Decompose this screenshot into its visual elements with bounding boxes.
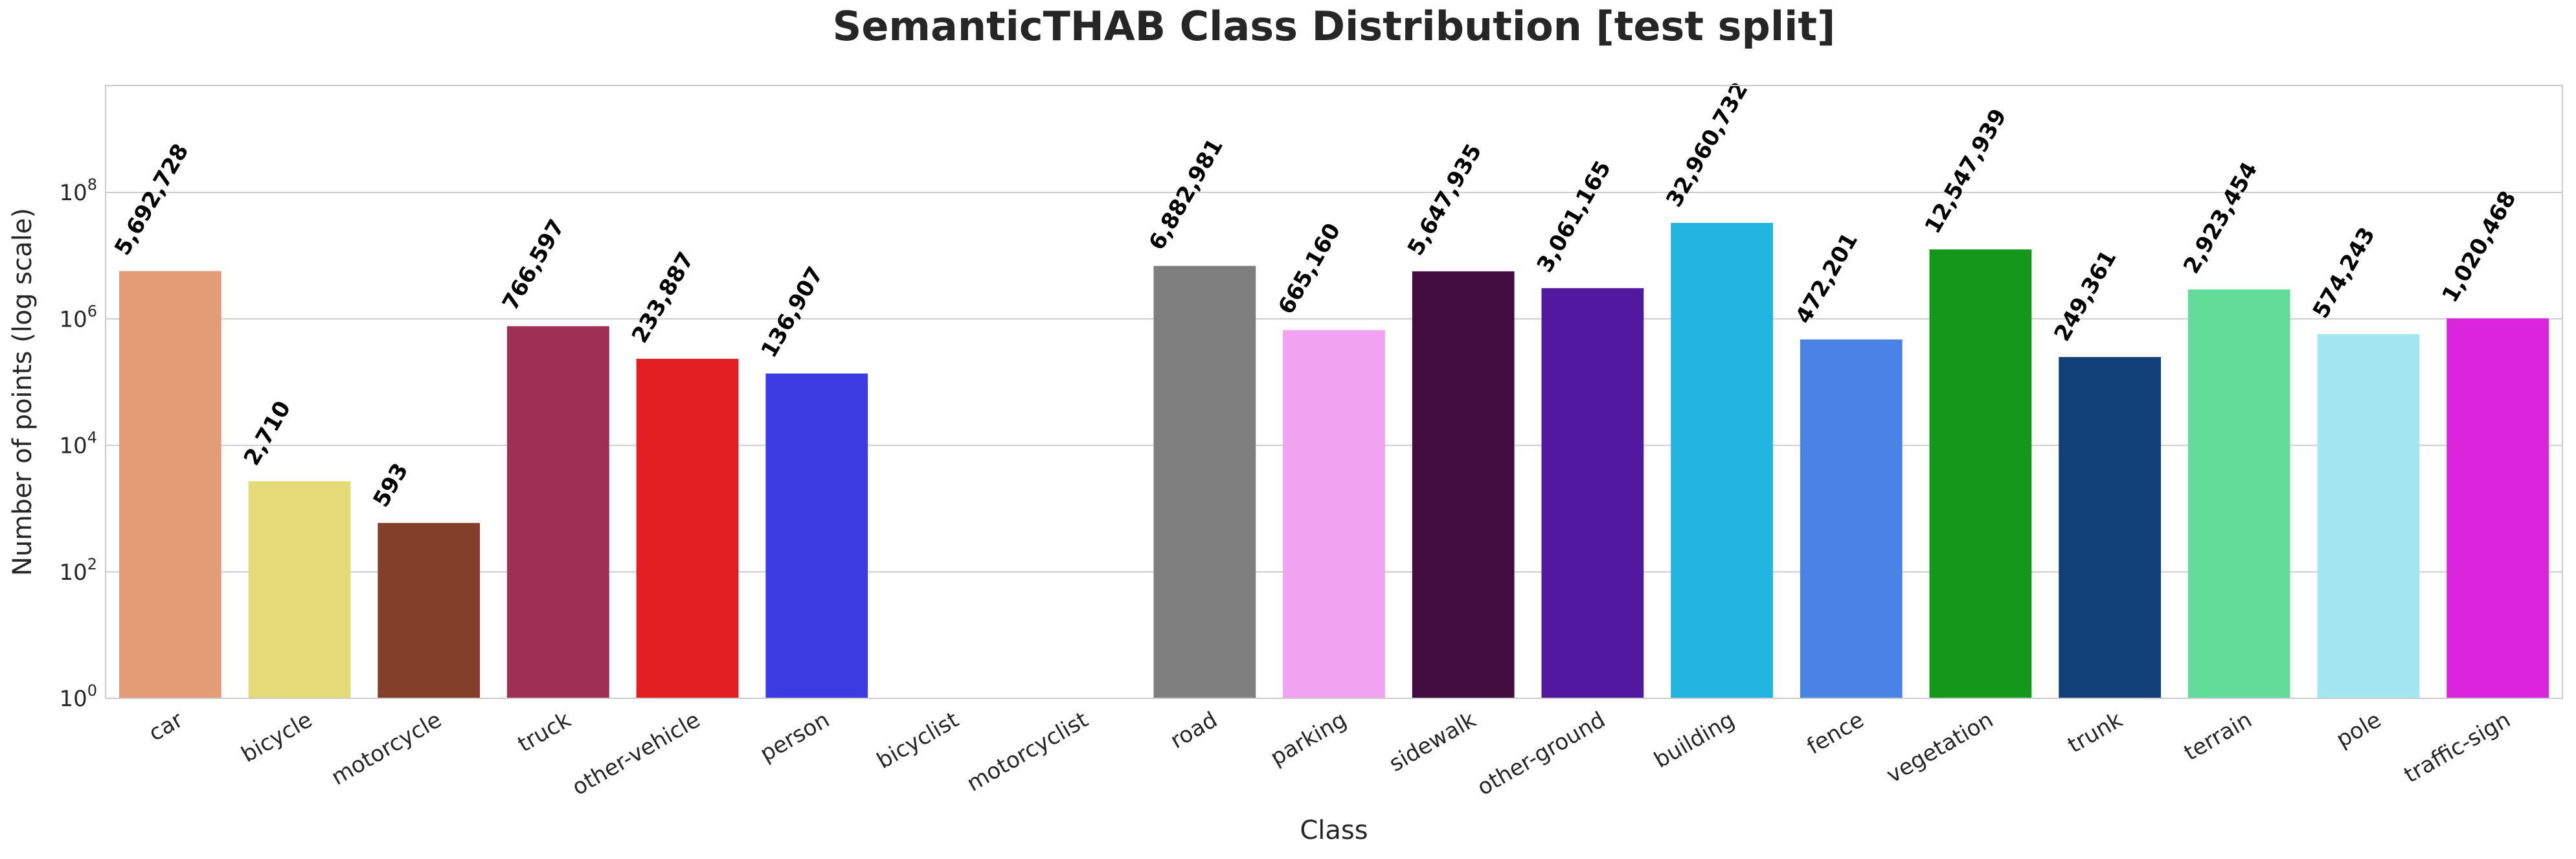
x-tick-label-pole: pole [2332,707,2386,753]
value-label-bicycle: 2,710 [239,396,296,470]
bar-motorcycle [378,523,480,698]
x-tick-label-bicyclist: bicyclist [873,707,964,774]
bar-car [119,271,221,698]
x-tick-label-truck: truck [514,707,576,757]
value-label-motorcycle: 593 [368,459,413,511]
x-tick-label-other-vehicle: other-vehicle [568,707,705,801]
bars [119,223,2549,699]
bar-trunk [2059,357,2161,698]
bar-building [1671,223,1773,699]
bar-fence [1800,339,1903,698]
value-label-terrain: 2,923,454 [2178,157,2263,278]
x-tick-label-fence: fence [1803,707,1868,760]
y-tick-label: 108 [59,176,97,206]
value-label-car: 5,692,728 [109,139,194,260]
bar-sidewalk [1412,271,1515,698]
x-tick-label-terrain: terrain [2180,707,2256,766]
bar-other-vehicle [636,358,739,698]
x-tick-label-sidewalk: sidewalk [1384,707,1480,777]
y-tick-labels: 100 102 104 106 108 [59,176,97,712]
x-tick-label-motorcyclist: motorcyclist [962,707,1092,797]
bar-person [765,373,868,698]
x-tick-label-building: building [1650,707,1739,773]
bar-other-ground [1541,288,1644,698]
value-label-other-ground: 3,061,165 [1532,157,1616,277]
value-label-building: 32,960,732 [1661,78,1753,211]
bar-truck [507,326,609,698]
y-tick-label: 106 [59,302,97,332]
x-axis-label: Class [1300,816,1368,845]
bar-bicycle [248,481,351,698]
x-tick-label-traffic-sign: traffic-sign [2400,707,2515,788]
bar-vegetation [1929,249,2032,699]
x-tick-label-bicycle: bicycle [237,707,317,768]
value-label-traffic-sign: 1,020,468 [2437,187,2521,307]
x-tick-label-road: road [1166,707,1222,754]
x-tick-label-parking: parking [1266,707,1351,771]
x-tick-label-car: car [144,707,187,746]
value-label-fence: 472,201 [1791,228,1863,328]
x-tick-label-motorcycle: motorcycle [327,707,446,790]
plot-frame [105,85,2563,699]
bar-pole [2317,334,2420,698]
bar-terrain [2187,289,2290,699]
chart-title: SemanticTHAB Class Distribution [test sp… [833,3,1836,50]
value-label-other-vehicle: 233,887 [627,247,699,347]
value-label-truck: 766,597 [497,215,570,315]
y-tick-label: 104 [59,429,97,459]
value-label-sidewalk: 5,647,935 [1403,140,1487,260]
bar-parking [1283,330,1385,698]
value-label-person: 136,907 [756,262,829,362]
bar-road [1153,266,1256,699]
value-label-pole: 574,243 [2308,223,2380,323]
value-label-trunk: 249,361 [2049,246,2121,346]
x-tick-label-vegetation: vegetation [1882,707,1998,788]
x-tick-label-trunk: trunk [2064,707,2127,759]
value-label-vegetation: 12,547,939 [1920,104,2012,238]
y-axis-label: Number of points (log scale) [8,208,38,576]
value-label-road: 6,882,981 [1144,134,1228,255]
value-label-parking: 665,160 [1273,219,1346,319]
x-tick-label-other-ground: other-ground [1473,707,1610,801]
x-tick-label-person: person [756,707,834,767]
bar-traffic-sign [2446,318,2549,698]
y-tick-label: 102 [59,555,97,586]
y-tick-label: 100 [59,681,97,712]
